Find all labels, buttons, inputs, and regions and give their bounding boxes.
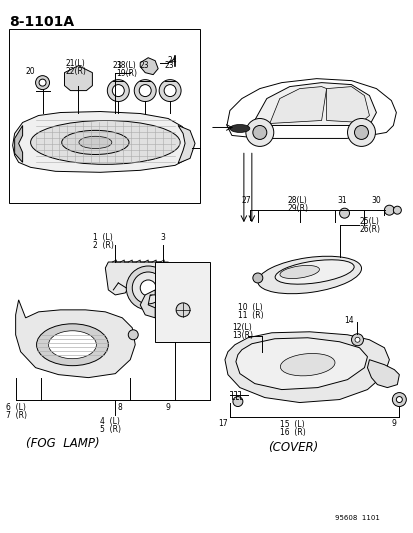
Text: 9: 9 bbox=[165, 402, 170, 411]
Polygon shape bbox=[269, 86, 326, 124]
Circle shape bbox=[245, 118, 273, 147]
Circle shape bbox=[126, 266, 170, 310]
Text: 14: 14 bbox=[344, 316, 353, 325]
Text: 5  (R): 5 (R) bbox=[100, 425, 121, 434]
Circle shape bbox=[164, 85, 176, 96]
Circle shape bbox=[354, 337, 359, 342]
Text: 23: 23 bbox=[164, 61, 173, 70]
Text: 9: 9 bbox=[390, 419, 395, 429]
Text: 19(R): 19(R) bbox=[116, 69, 137, 78]
Ellipse shape bbox=[31, 120, 180, 164]
Polygon shape bbox=[105, 262, 172, 295]
Circle shape bbox=[347, 118, 375, 147]
Circle shape bbox=[176, 303, 190, 317]
Polygon shape bbox=[224, 332, 389, 402]
Text: (FOG  LAMP): (FOG LAMP) bbox=[26, 438, 99, 450]
Circle shape bbox=[354, 125, 368, 140]
Polygon shape bbox=[367, 360, 399, 387]
Circle shape bbox=[107, 79, 129, 102]
Polygon shape bbox=[326, 86, 368, 123]
Polygon shape bbox=[140, 290, 155, 318]
Circle shape bbox=[252, 273, 262, 283]
Text: 95608  1101: 95608 1101 bbox=[334, 515, 378, 521]
Text: 23: 23 bbox=[139, 61, 149, 70]
Text: 11  (R): 11 (R) bbox=[237, 311, 263, 320]
Text: (COVER): (COVER) bbox=[267, 441, 317, 455]
Text: 16  (R): 16 (R) bbox=[279, 429, 305, 438]
Text: 12(L): 12(L) bbox=[231, 323, 251, 332]
Text: 7  (R): 7 (R) bbox=[6, 410, 26, 419]
Circle shape bbox=[139, 85, 151, 96]
Text: 22(R): 22(R) bbox=[65, 67, 86, 76]
Text: 20: 20 bbox=[26, 67, 35, 76]
Polygon shape bbox=[13, 111, 192, 172]
Text: 2  (R): 2 (R) bbox=[93, 241, 114, 250]
Circle shape bbox=[252, 125, 266, 140]
Polygon shape bbox=[178, 125, 195, 163]
Ellipse shape bbox=[36, 324, 108, 366]
Text: 17: 17 bbox=[217, 419, 227, 429]
Ellipse shape bbox=[229, 125, 249, 133]
Circle shape bbox=[132, 272, 164, 304]
Text: 27: 27 bbox=[241, 196, 251, 205]
Polygon shape bbox=[140, 58, 158, 75]
Ellipse shape bbox=[280, 353, 334, 376]
Text: 13(R): 13(R) bbox=[231, 331, 252, 340]
Ellipse shape bbox=[275, 260, 353, 284]
Ellipse shape bbox=[79, 136, 112, 149]
Bar bbox=[9, 29, 199, 203]
Text: 15  (L): 15 (L) bbox=[279, 421, 304, 430]
Ellipse shape bbox=[257, 256, 361, 294]
Text: 8-1101A: 8-1101A bbox=[9, 15, 74, 29]
Circle shape bbox=[395, 397, 401, 402]
Polygon shape bbox=[251, 83, 375, 125]
Polygon shape bbox=[226, 79, 395, 139]
Text: 8: 8 bbox=[117, 402, 122, 411]
Ellipse shape bbox=[279, 265, 319, 279]
Text: 28(L): 28(L) bbox=[287, 196, 307, 205]
Bar bbox=[155, 262, 209, 342]
Ellipse shape bbox=[48, 331, 96, 359]
Text: 3: 3 bbox=[160, 233, 165, 242]
Text: 24: 24 bbox=[167, 56, 176, 64]
Text: 10  (L): 10 (L) bbox=[237, 303, 262, 312]
Circle shape bbox=[392, 206, 400, 214]
Text: 23: 23 bbox=[112, 61, 122, 70]
Text: 31: 31 bbox=[337, 196, 347, 205]
Circle shape bbox=[134, 79, 156, 102]
Circle shape bbox=[233, 397, 242, 407]
Circle shape bbox=[36, 76, 50, 90]
Text: 18(L): 18(L) bbox=[116, 61, 136, 70]
Circle shape bbox=[39, 79, 46, 86]
Circle shape bbox=[392, 393, 405, 407]
Circle shape bbox=[351, 334, 363, 346]
Text: 6  (L): 6 (L) bbox=[6, 402, 26, 411]
Polygon shape bbox=[14, 125, 23, 163]
Circle shape bbox=[339, 208, 349, 218]
Circle shape bbox=[159, 79, 180, 102]
Text: 30: 30 bbox=[370, 196, 380, 205]
Ellipse shape bbox=[62, 131, 129, 155]
Text: 1  (L): 1 (L) bbox=[93, 233, 113, 242]
Circle shape bbox=[128, 330, 138, 340]
Text: 26(R): 26(R) bbox=[358, 225, 380, 234]
Text: 21(L): 21(L) bbox=[65, 59, 85, 68]
Circle shape bbox=[140, 280, 156, 296]
Text: 29(R): 29(R) bbox=[287, 204, 308, 213]
Circle shape bbox=[384, 205, 394, 215]
Polygon shape bbox=[235, 338, 367, 390]
Text: 4  (L): 4 (L) bbox=[100, 417, 120, 426]
Circle shape bbox=[112, 85, 124, 96]
Polygon shape bbox=[64, 66, 92, 91]
Polygon shape bbox=[16, 300, 135, 377]
Text: 25(L): 25(L) bbox=[358, 217, 378, 226]
